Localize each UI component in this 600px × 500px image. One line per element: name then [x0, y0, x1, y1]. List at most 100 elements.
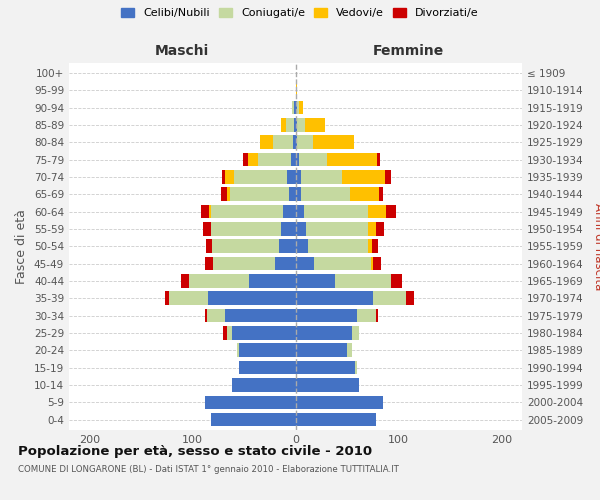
Bar — [234, 170, 287, 183]
Bar — [304, 205, 368, 218]
Bar — [376, 309, 378, 322]
Bar — [227, 188, 230, 201]
Bar — [205, 396, 296, 409]
Bar — [305, 118, 325, 132]
Bar — [377, 153, 380, 166]
Bar — [296, 205, 304, 218]
Bar — [286, 118, 295, 132]
Bar — [368, 240, 371, 253]
Bar — [371, 257, 373, 270]
Bar — [373, 292, 406, 305]
Bar — [273, 136, 293, 149]
Bar — [287, 170, 296, 183]
Bar — [281, 118, 286, 132]
Bar — [342, 170, 385, 183]
Bar — [181, 274, 190, 287]
Bar — [296, 378, 359, 392]
Bar — [368, 222, 376, 235]
Bar — [328, 153, 377, 166]
Bar — [295, 118, 296, 132]
Bar — [391, 274, 401, 287]
Bar — [260, 136, 273, 149]
Bar — [314, 257, 371, 270]
Bar — [292, 153, 296, 166]
Bar — [379, 188, 383, 201]
Bar — [299, 153, 328, 166]
Bar — [221, 188, 227, 201]
Bar — [296, 222, 306, 235]
Bar — [213, 257, 275, 270]
Bar — [296, 413, 376, 426]
Bar — [296, 136, 313, 149]
Bar — [295, 101, 296, 114]
Bar — [357, 309, 376, 322]
Bar — [347, 344, 352, 357]
Bar — [227, 326, 232, 340]
Bar — [292, 101, 295, 114]
Text: Popolazione per età, sesso e stato civile - 2010: Popolazione per età, sesso e stato civil… — [18, 445, 372, 458]
Bar — [211, 205, 283, 218]
Bar — [296, 153, 299, 166]
Bar — [283, 205, 296, 218]
Bar — [296, 274, 335, 287]
Bar — [406, 292, 414, 305]
Bar — [206, 240, 212, 253]
Bar — [281, 222, 296, 235]
Bar — [211, 413, 296, 426]
Bar — [373, 257, 381, 270]
Bar — [237, 344, 239, 357]
Bar — [201, 205, 209, 218]
Bar — [203, 222, 211, 235]
Bar — [296, 257, 314, 270]
Bar — [355, 361, 357, 374]
Bar — [385, 170, 391, 183]
Bar — [296, 361, 355, 374]
Bar — [226, 309, 296, 322]
Bar — [296, 344, 347, 357]
Bar — [352, 326, 359, 340]
Bar — [239, 361, 296, 374]
Bar — [223, 170, 226, 183]
Bar — [208, 292, 296, 305]
Bar — [350, 188, 379, 201]
Bar — [169, 292, 208, 305]
Y-axis label: Fasce di età: Fasce di età — [16, 209, 28, 284]
Bar — [239, 344, 296, 357]
Bar — [296, 309, 357, 322]
Y-axis label: Anni di nascita: Anni di nascita — [592, 202, 600, 290]
Bar — [248, 153, 259, 166]
Bar — [301, 188, 350, 201]
Bar — [165, 292, 169, 305]
Bar — [306, 222, 368, 235]
Bar — [205, 309, 207, 322]
Legend: Celibi/Nubili, Coniugati/e, Vedovi/e, Divorziati/e: Celibi/Nubili, Coniugati/e, Vedovi/e, Di… — [117, 3, 483, 22]
Bar — [279, 240, 296, 253]
Bar — [249, 274, 296, 287]
Bar — [190, 274, 249, 287]
Bar — [301, 170, 342, 183]
Bar — [211, 222, 281, 235]
Bar — [308, 240, 368, 253]
Bar — [296, 188, 301, 201]
Bar — [296, 118, 305, 132]
Bar — [313, 136, 354, 149]
Text: COMUNE DI LONGARONE (BL) - Dati ISTAT 1° gennaio 2010 - Elaborazione TUTTITALIA.: COMUNE DI LONGARONE (BL) - Dati ISTAT 1°… — [18, 466, 399, 474]
Bar — [232, 326, 296, 340]
Bar — [371, 240, 378, 253]
Bar — [386, 205, 397, 218]
Bar — [376, 222, 384, 235]
Bar — [296, 101, 299, 114]
Bar — [289, 188, 296, 201]
Bar — [296, 240, 308, 253]
Bar — [299, 101, 303, 114]
Bar — [335, 274, 391, 287]
Bar — [259, 153, 292, 166]
Bar — [296, 396, 383, 409]
Bar — [207, 309, 226, 322]
Bar — [209, 205, 211, 218]
Bar — [223, 326, 227, 340]
Bar — [212, 240, 279, 253]
Bar — [293, 136, 296, 149]
Bar — [243, 153, 248, 166]
Bar — [232, 378, 296, 392]
